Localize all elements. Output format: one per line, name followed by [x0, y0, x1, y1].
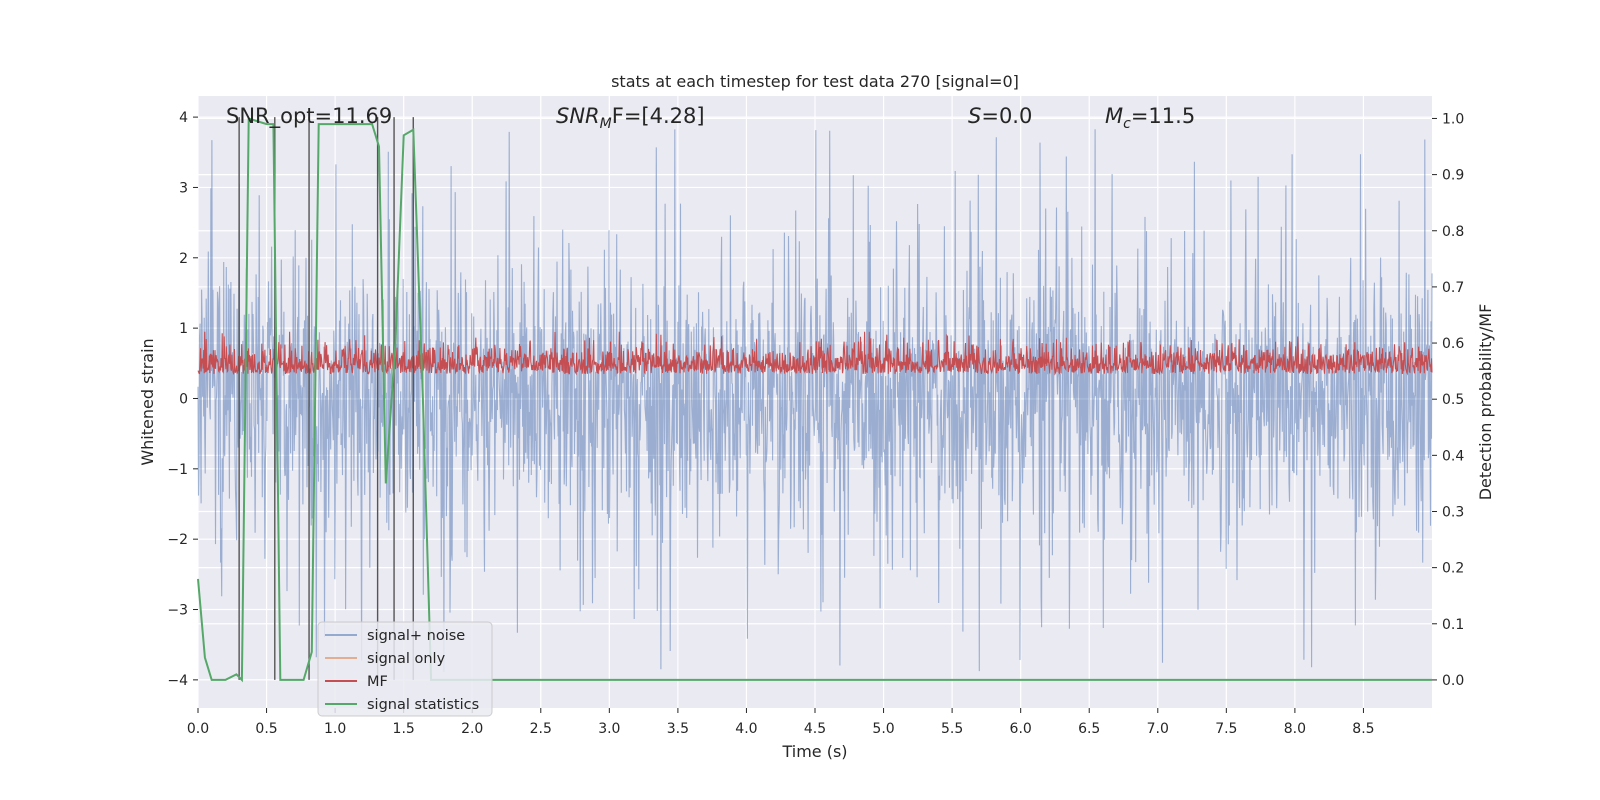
y-right-tick-label-10: 1.0 [1442, 111, 1464, 127]
y-right-axis-label: Detection probability/MF [1476, 304, 1495, 501]
snr-opt-annotation: SNR_opt=11.69 [226, 104, 392, 129]
y-tick-label-5: 1 [179, 321, 188, 337]
signal-statistics-series [197, 117, 1432, 683]
x-tick-label-13: 6.5 [1078, 721, 1100, 737]
x-tick-label-10: 5.0 [872, 721, 894, 737]
y-right-tick-label-9: 0.9 [1442, 168, 1464, 184]
y-right-tick-label-5: 0.5 [1442, 392, 1464, 408]
x-axis-ticks: 0.0 0.5 1.0 1.5 2.0 2.5 3.0 3.5 4.0 4.5 5.0 5.5 6.0 6… [187, 708, 1375, 737]
y-right-tick-label-1: 0.1 [1442, 617, 1464, 633]
y-tick-label-3: −1 [167, 462, 188, 478]
legend: signal+ noise signal only MF signal stat… [317, 621, 493, 717]
y-axis-label: Whitened strain [138, 338, 157, 465]
y-tick-label-4: 0 [179, 391, 188, 407]
y-right-tick-label-2: 0.2 [1442, 561, 1464, 577]
y-tick-label-7: 3 [179, 180, 188, 196]
chart-title: stats at each timestep for test data 270… [611, 72, 1019, 91]
y-right-tick-label-4: 0.4 [1442, 448, 1464, 464]
signal-statistics-line [197, 117, 1432, 683]
x-tick-label-15: 7.5 [1215, 721, 1237, 737]
vertical-markers [238, 117, 414, 680]
legend-label-signal-plus-noise: signal+ noise [367, 628, 465, 644]
y-right-tick-label-6: 0.6 [1442, 336, 1464, 352]
s-annotation: S=0.0 [968, 104, 1032, 128]
x-tick-label-6: 3.0 [598, 721, 620, 737]
x-tick-label-3: 1.5 [393, 721, 415, 737]
y-tick-label-1: −3 [167, 603, 188, 619]
y-tick-label-0: −4 [167, 673, 188, 689]
y-axis-ticks: −4 −3 −2 −1 0 1 2 3 4 [167, 110, 198, 689]
legend-box [317, 621, 493, 717]
y-right-axis-ticks: 0.0 0.1 0.2 0.3 0.4 0.5 0.6 0.7 0.8 0.9 1.0 [1432, 111, 1464, 689]
x-tick-label-2: 1.0 [324, 721, 346, 737]
x-tick-label-17: 8.5 [1352, 721, 1374, 737]
y-right-tick-label-7: 0.7 [1442, 280, 1464, 296]
x-tick-label-7: 3.5 [667, 721, 689, 737]
snr-mf-annotation: SNRMF=[4.28] [556, 104, 705, 132]
x-tick-label-0: 0.0 [187, 721, 209, 737]
signal-plus-noise-line [197, 129, 1433, 673]
x-tick-label-8: 4.0 [735, 721, 757, 737]
mf-series [197, 331, 1433, 376]
y-right-tick-label-3: 0.3 [1442, 504, 1464, 520]
y-right-tick-label-8: 0.8 [1442, 224, 1464, 240]
y-tick-label-8: 4 [179, 110, 188, 126]
y-tick-label-6: 2 [179, 251, 188, 267]
mf-line [197, 331, 1433, 376]
x-tick-label-12: 6.0 [1010, 721, 1032, 737]
x-tick-label-14: 7.0 [1147, 721, 1169, 737]
x-tick-label-4: 2.0 [461, 721, 483, 737]
x-tick-label-11: 5.5 [941, 721, 963, 737]
x-tick-label-5: 2.5 [530, 721, 552, 737]
y-right-tick-label-0: 0.0 [1442, 673, 1464, 689]
legend-label-signal-statistics: signal statistics [367, 697, 479, 713]
x-tick-label-16: 8.0 [1284, 721, 1306, 737]
legend-label-mf: MF [367, 674, 388, 690]
y-tick-label-2: −2 [167, 532, 188, 548]
signal-plus-noise-series [197, 129, 1433, 673]
x-tick-label-9: 4.5 [804, 721, 826, 737]
mc-annotation: Mc=11.5 [1105, 104, 1195, 132]
x-tick-label-1: 0.5 [255, 721, 277, 737]
x-axis-label: Time (s) [781, 742, 847, 761]
legend-label-signal-only: signal only [367, 651, 446, 667]
